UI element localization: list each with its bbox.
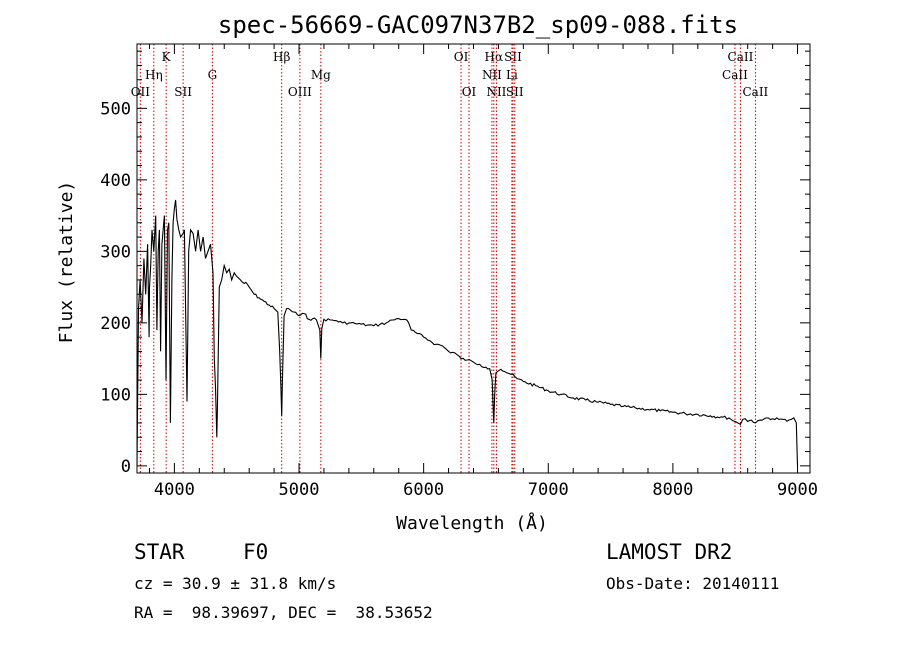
- plot-frame: [136, 43, 811, 474]
- spectral-line-label: NII: [482, 68, 502, 82]
- spectral-line-label: K: [162, 50, 172, 64]
- x-tick-label: 5000: [279, 480, 320, 500]
- object-subclass: F0: [243, 540, 269, 564]
- spectral-line-label: Hη: [145, 68, 163, 82]
- spectral-line-label: G: [208, 68, 218, 82]
- y-axis-label: Flux (relative): [56, 181, 77, 344]
- spectral-line-label: OIII: [288, 85, 312, 99]
- spectral-line-label: CaII: [728, 50, 754, 64]
- spectral-line-label: SII: [174, 85, 192, 99]
- y-tick-label: 400: [100, 171, 131, 191]
- object-class: STAR: [134, 540, 185, 564]
- spectral-line-label: SII: [506, 85, 524, 99]
- y-tick-label: 500: [100, 99, 131, 119]
- spectral-line-label: Hβ: [273, 50, 290, 64]
- x-axis-label: Wavelength (Å): [396, 512, 548, 534]
- survey-name: LAMOST DR2: [606, 540, 733, 564]
- observation-date: Obs-Date: 20140111: [606, 574, 780, 593]
- chart-title: spec-56669-GAC097N37B2_sp09-088.fits: [218, 11, 738, 39]
- x-tick-label: 7000: [528, 480, 569, 500]
- x-tick-label: 9000: [777, 480, 818, 500]
- spectral-line-label: CaII: [722, 68, 748, 82]
- spectral-line-label: OI: [454, 50, 469, 64]
- y-tick-label: 300: [100, 242, 131, 262]
- y-tick-label: 0: [121, 457, 131, 477]
- spectral-line-label: NII: [486, 85, 506, 99]
- axis-tick-layer: 4000 5000 6000 7000 8000 9000 0 100 200 300 400 500: [100, 44, 818, 500]
- spectral-line-label: CaII: [742, 85, 768, 99]
- coordinates: RA = 98.39697, DEC = 38.53652: [134, 603, 433, 622]
- spectral-line-label: Mg: [311, 68, 331, 82]
- line-marker-layer: OIIHηKSIIGHβOIIIMgOIOIHαNIINIISIILiSIICa…: [131, 44, 769, 473]
- y-tick-label: 200: [100, 314, 131, 334]
- spectral-line-label: SII: [504, 50, 522, 64]
- series-layer: [136, 199, 799, 466]
- x-tick-label: 6000: [403, 480, 444, 500]
- spectral-line-label: Li: [506, 68, 518, 82]
- y-tick-label: 100: [100, 385, 131, 405]
- redshift-cz: cz = 30.9 ± 31.8 km/s: [134, 574, 337, 593]
- spectral-line-label: Hα: [485, 50, 504, 64]
- spectral-line-label: OII: [131, 85, 151, 99]
- spectrum-line: [136, 199, 799, 466]
- x-tick-label: 8000: [652, 480, 693, 500]
- spectral-line-label: OI: [462, 85, 477, 99]
- x-tick-label: 4000: [154, 480, 195, 500]
